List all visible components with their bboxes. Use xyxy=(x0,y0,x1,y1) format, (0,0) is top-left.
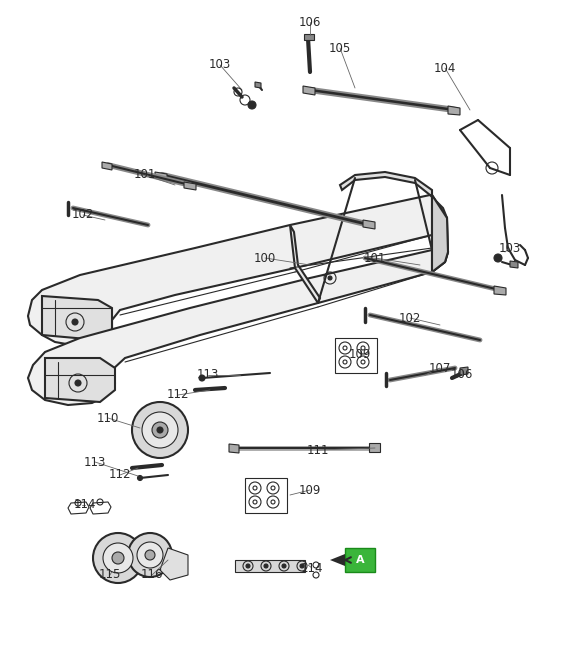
Text: 114: 114 xyxy=(301,562,323,575)
Circle shape xyxy=(248,101,256,109)
Text: 103: 103 xyxy=(209,59,231,72)
Text: 102: 102 xyxy=(399,312,421,324)
Text: 105: 105 xyxy=(329,41,351,54)
Circle shape xyxy=(138,475,143,481)
Text: 109: 109 xyxy=(349,348,371,361)
Polygon shape xyxy=(432,195,448,272)
Polygon shape xyxy=(184,182,196,190)
Polygon shape xyxy=(160,548,188,580)
Circle shape xyxy=(72,319,78,325)
Text: 109: 109 xyxy=(299,484,321,497)
Polygon shape xyxy=(255,82,261,88)
Text: 100: 100 xyxy=(254,252,276,264)
Text: 113: 113 xyxy=(84,455,106,468)
Polygon shape xyxy=(290,225,320,303)
Circle shape xyxy=(93,533,143,583)
Circle shape xyxy=(103,543,133,573)
Circle shape xyxy=(300,564,304,568)
Polygon shape xyxy=(42,296,112,340)
Polygon shape xyxy=(229,444,239,453)
Circle shape xyxy=(264,564,268,568)
Polygon shape xyxy=(460,367,468,375)
Polygon shape xyxy=(340,172,432,195)
Text: 106: 106 xyxy=(299,15,321,28)
Text: 107: 107 xyxy=(429,361,451,375)
Polygon shape xyxy=(363,220,375,229)
Text: 110: 110 xyxy=(97,412,119,424)
Text: 114: 114 xyxy=(74,499,96,511)
Circle shape xyxy=(112,552,124,564)
Polygon shape xyxy=(304,34,314,40)
Circle shape xyxy=(246,564,250,568)
Circle shape xyxy=(132,402,188,458)
Polygon shape xyxy=(330,554,345,566)
Text: 102: 102 xyxy=(72,208,94,221)
Circle shape xyxy=(199,375,205,381)
Circle shape xyxy=(142,412,178,448)
Polygon shape xyxy=(28,195,447,345)
Text: 104: 104 xyxy=(434,61,456,75)
Text: 115: 115 xyxy=(99,568,121,582)
Text: 111: 111 xyxy=(307,444,329,457)
FancyBboxPatch shape xyxy=(345,548,375,572)
Text: 101: 101 xyxy=(364,252,386,264)
Text: 103: 103 xyxy=(499,241,521,255)
Text: 101: 101 xyxy=(134,168,156,181)
Text: 113: 113 xyxy=(197,368,219,381)
Polygon shape xyxy=(448,106,460,115)
Circle shape xyxy=(75,380,81,386)
Text: 116: 116 xyxy=(141,568,163,582)
Polygon shape xyxy=(432,195,448,272)
Polygon shape xyxy=(45,358,115,402)
Polygon shape xyxy=(303,86,315,95)
Circle shape xyxy=(328,276,332,280)
Polygon shape xyxy=(510,261,518,268)
Polygon shape xyxy=(369,443,380,452)
Polygon shape xyxy=(155,172,167,180)
Polygon shape xyxy=(235,560,305,572)
Text: 106: 106 xyxy=(451,368,473,381)
Circle shape xyxy=(494,254,502,262)
Circle shape xyxy=(157,427,163,433)
Polygon shape xyxy=(494,286,506,295)
Circle shape xyxy=(282,564,286,568)
Text: A: A xyxy=(356,555,364,565)
Text: 112: 112 xyxy=(109,468,131,482)
Circle shape xyxy=(152,422,168,438)
Text: 112: 112 xyxy=(167,388,190,401)
Circle shape xyxy=(145,550,155,560)
Circle shape xyxy=(128,533,172,577)
Circle shape xyxy=(137,542,163,568)
Polygon shape xyxy=(102,162,112,170)
Polygon shape xyxy=(28,243,448,405)
